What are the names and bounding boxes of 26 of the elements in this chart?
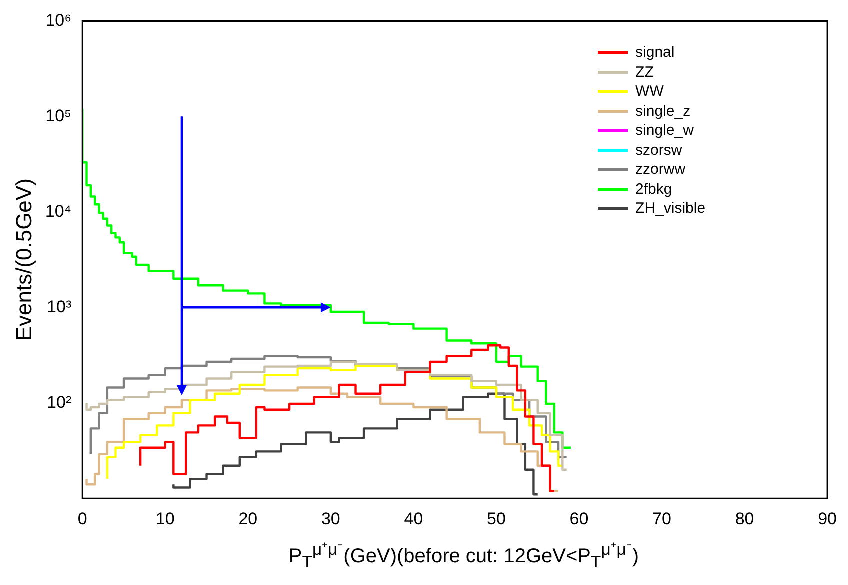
legend-label: 2fbkg [636, 180, 672, 200]
x-tick-label: 0 [78, 509, 88, 528]
legend-label: zzorww [636, 160, 686, 180]
x-tick-label: 70 [652, 509, 672, 528]
x-tick-label: 40 [404, 509, 424, 528]
x-axis-title: P$_{T}$$^{μ⁺μ⁻}$(GeV)(before cut: 12GeV<P$_{T}$$^{μ⁺μ⁻}$) [288, 539, 640, 573]
x-tick-label: 10 [156, 509, 175, 528]
y-tick-label: 10⁴ [45, 202, 72, 221]
y-tick-label: 10⁶ [46, 10, 72, 30]
x-tick-label: 50 [487, 509, 506, 528]
y-axis-title: Events/(0.5GeV) [11, 178, 36, 342]
y-tick-label: 10⁵ [46, 106, 72, 126]
legend-label: signal [636, 43, 675, 63]
legend-label: single_w [636, 121, 694, 141]
x-tick-label: 20 [238, 509, 258, 528]
legend-label: ZZ [636, 62, 654, 82]
legend-label: ZH_visible [636, 199, 706, 219]
y-tick-label: 10³ [47, 297, 72, 316]
legend-label: szorsw [636, 140, 682, 160]
y-tick-label: 10² [47, 392, 72, 412]
x-tick-label: 80 [735, 509, 754, 528]
legend-label: single_z [636, 102, 691, 122]
x-tick-label: 90 [818, 509, 838, 528]
legend-label: WW [636, 82, 664, 102]
x-tick-label: 60 [570, 509, 589, 528]
x-tick-label: 30 [321, 509, 340, 528]
